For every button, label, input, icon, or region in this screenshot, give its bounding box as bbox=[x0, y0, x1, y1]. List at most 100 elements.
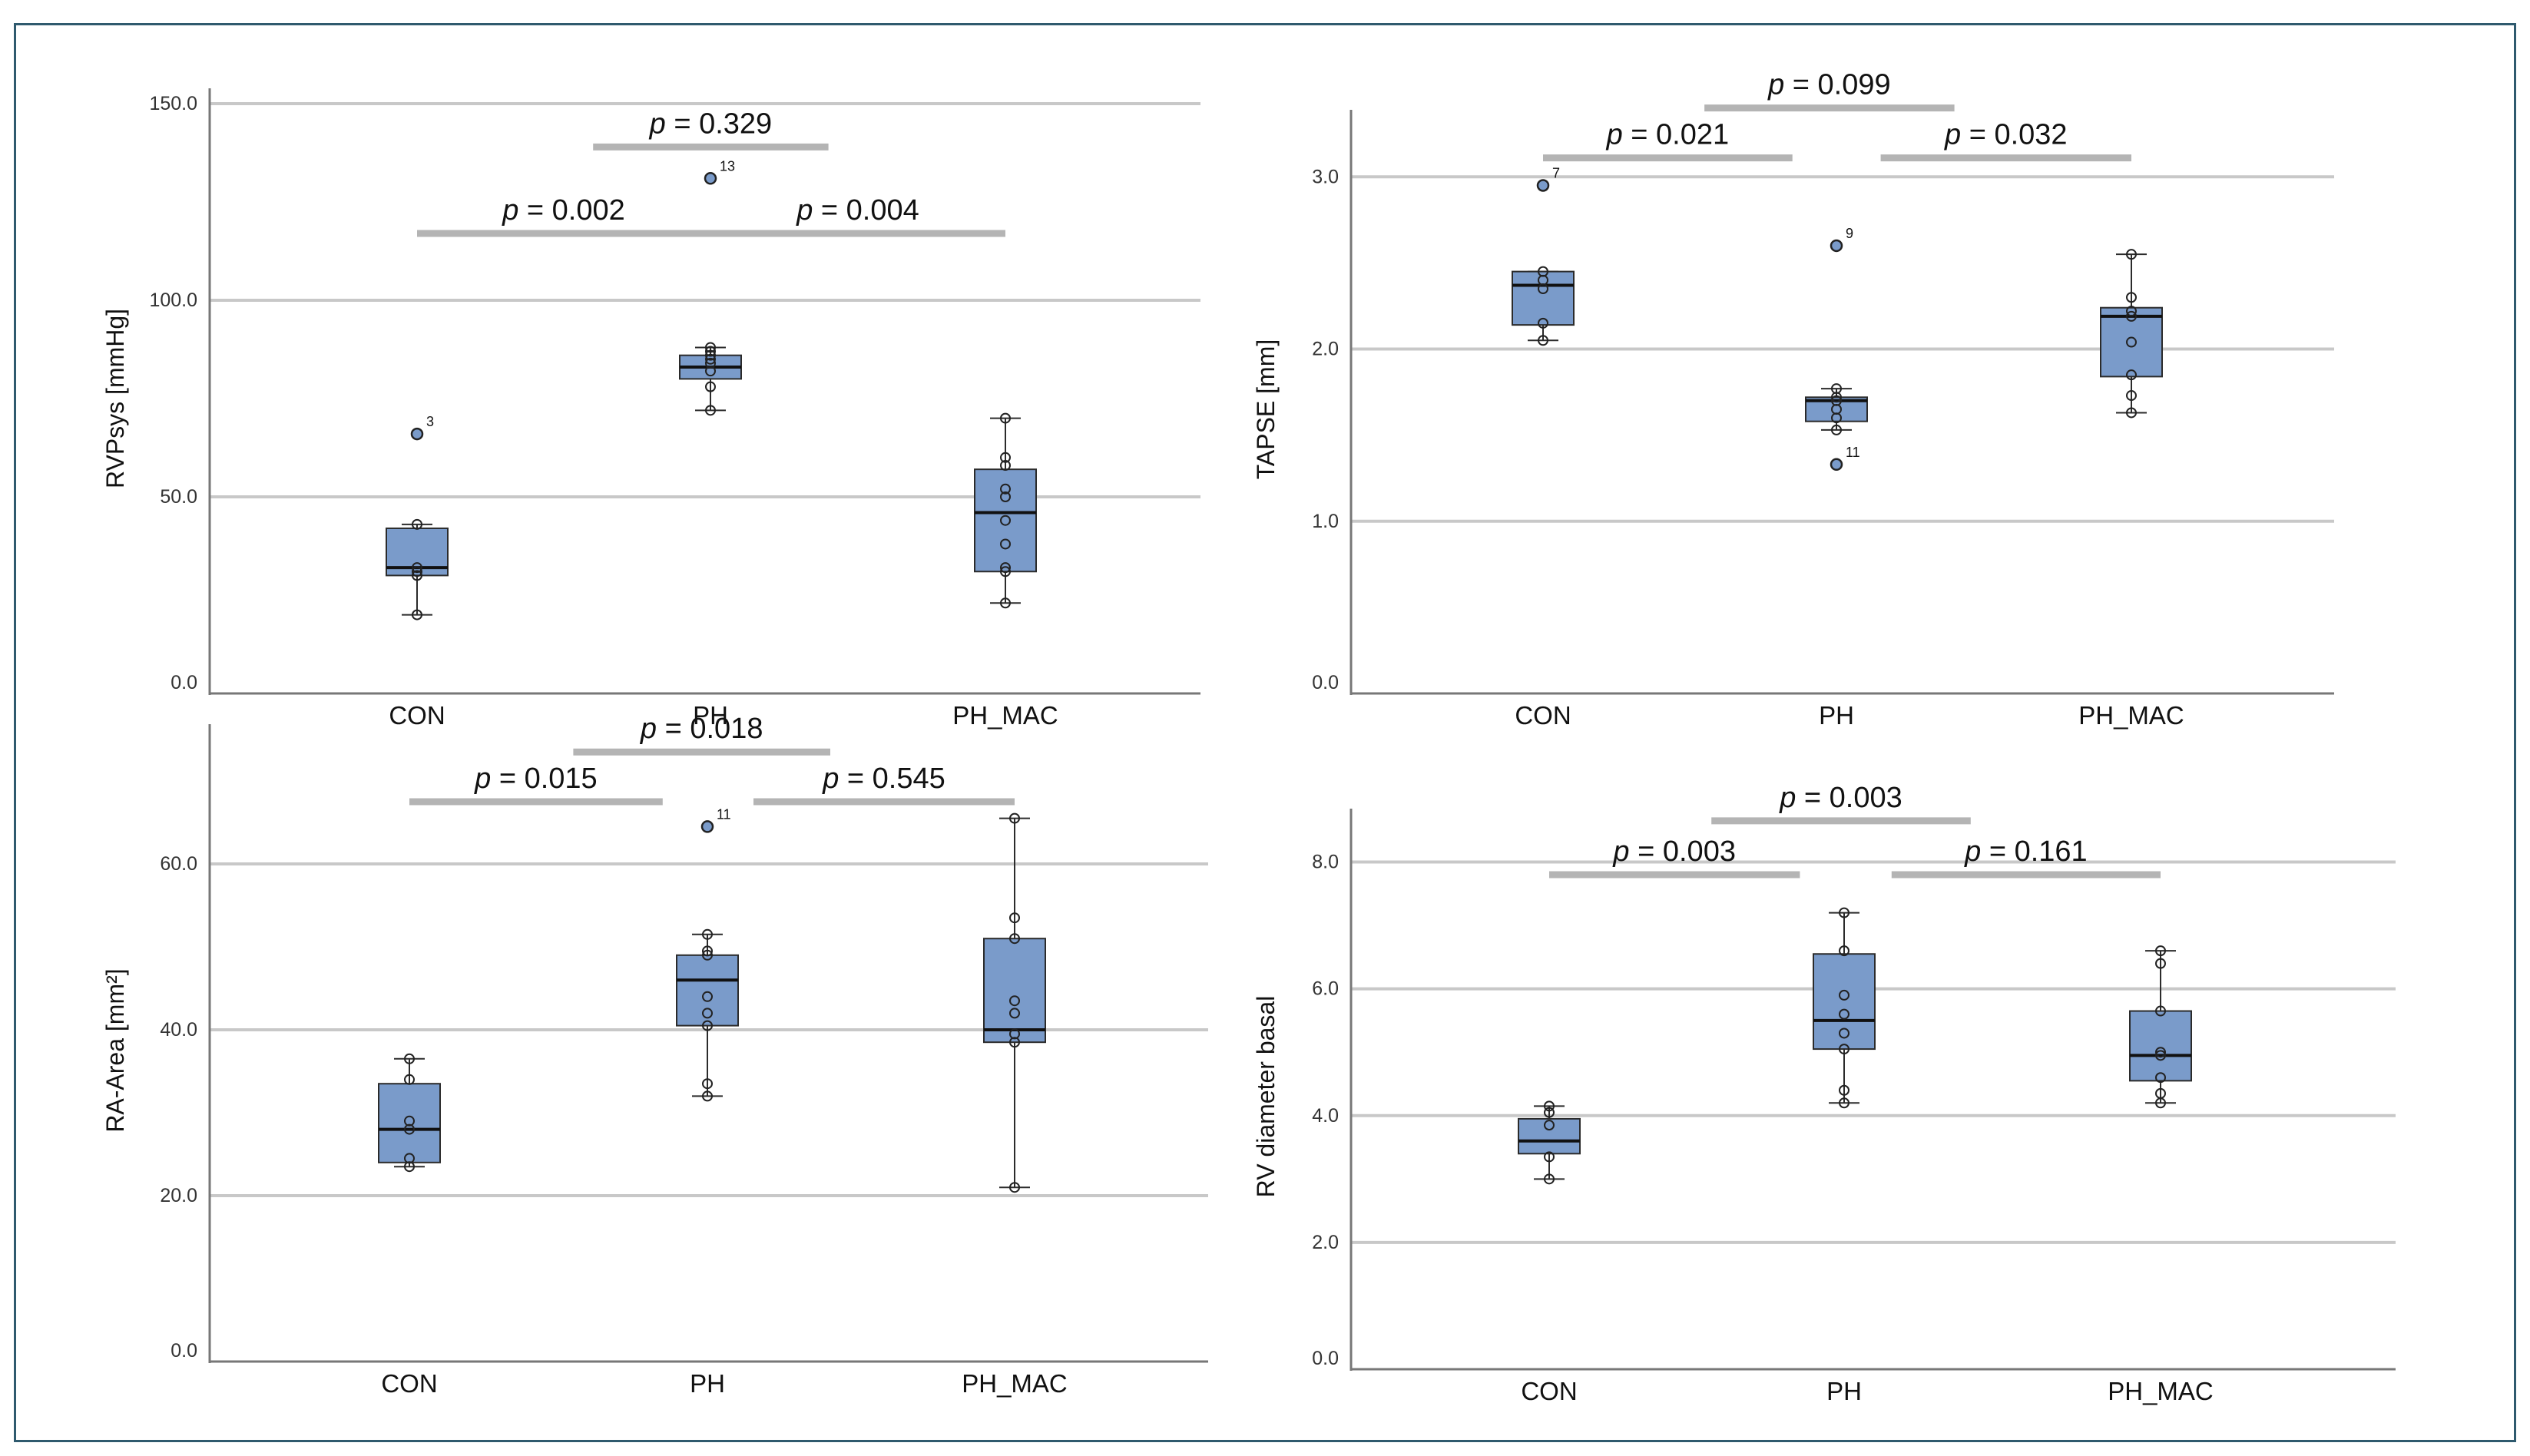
data-point bbox=[1000, 562, 1011, 574]
y-tick-label: 6.0 bbox=[1312, 978, 1339, 1000]
data-point bbox=[2155, 945, 2166, 957]
data-point bbox=[412, 562, 422, 574]
outlier-label: 13 bbox=[720, 158, 735, 174]
p-symbol: p bbox=[474, 763, 491, 795]
data-point bbox=[1839, 1044, 1849, 1055]
p-value-text: = 0.329 bbox=[666, 108, 772, 140]
p-value-label: p = 0.329 bbox=[649, 108, 773, 140]
box-iqr bbox=[1813, 953, 1876, 1051]
p-value-label: p = 0.021 bbox=[1606, 119, 1730, 151]
p-symbol: p bbox=[822, 763, 839, 795]
data-point bbox=[1000, 412, 1011, 424]
data-point bbox=[1831, 424, 1842, 435]
data-point bbox=[2155, 1087, 2166, 1099]
data-point bbox=[2126, 407, 2137, 419]
data-point bbox=[412, 570, 422, 581]
data-point bbox=[2126, 306, 2137, 317]
data-point bbox=[404, 1123, 415, 1135]
data-point bbox=[1000, 566, 1011, 577]
outlier-point bbox=[1830, 458, 1843, 472]
p-value-label: p = 0.018 bbox=[640, 713, 763, 745]
data-point bbox=[412, 609, 422, 620]
p-symbol: p bbox=[1612, 836, 1629, 868]
p-symbol: p bbox=[1944, 119, 1961, 151]
y-tick-label: 2.0 bbox=[1312, 339, 1339, 360]
data-point bbox=[404, 1053, 415, 1064]
p-symbol: p bbox=[796, 194, 813, 227]
box-iqr bbox=[378, 1083, 441, 1163]
y-tick-label: 3.0 bbox=[1312, 166, 1339, 187]
data-point bbox=[412, 566, 422, 577]
data-point bbox=[1839, 1097, 1849, 1109]
data-point bbox=[705, 357, 716, 369]
x-category-label: PH_MAC bbox=[2078, 701, 2184, 730]
data-point bbox=[1839, 1027, 1849, 1039]
p-value-label: p = 0.015 bbox=[474, 763, 598, 795]
y-tick-label: 0.0 bbox=[171, 672, 197, 693]
x-category-label: PH bbox=[1826, 1377, 1862, 1405]
p-symbol: p bbox=[649, 108, 666, 140]
p-value-label: p = 0.003 bbox=[1779, 782, 1902, 814]
x-category-label: PH bbox=[693, 701, 728, 730]
y-tick-label: 1.0 bbox=[1312, 511, 1339, 532]
data-point bbox=[1009, 1028, 1020, 1040]
p-value-label: p = 0.161 bbox=[1964, 836, 2088, 868]
y-tick-label: 8.0 bbox=[1312, 852, 1339, 873]
data-point bbox=[702, 949, 713, 961]
p-value-label: p = 0.003 bbox=[1612, 836, 1736, 868]
data-point bbox=[1544, 1107, 1555, 1118]
outlier-label: 9 bbox=[1846, 226, 1853, 241]
box-iqr bbox=[1512, 270, 1575, 326]
x-category-label: CON bbox=[1515, 701, 1571, 730]
tapse-panel: 0.0 1.0 2.0 3.0 TAPSE [mm] CON PH PH_MAC p = 0.0… bbox=[1243, 33, 2396, 740]
box-iqr bbox=[2100, 306, 2163, 378]
data-point bbox=[404, 1153, 415, 1164]
data-point bbox=[1839, 989, 1849, 1001]
p-value-label: p = 0.004 bbox=[796, 194, 919, 227]
figure-frame: 0.0 50.0 100.0 150.0 RVPsys [mmHg] CON PH PH_MA… bbox=[14, 23, 2516, 1442]
data-point bbox=[705, 405, 716, 416]
data-point bbox=[1009, 1182, 1020, 1193]
data-point bbox=[1839, 1084, 1849, 1096]
outlier-label: 11 bbox=[717, 806, 731, 822]
data-point bbox=[404, 1161, 415, 1173]
data-point bbox=[1544, 1173, 1555, 1185]
y-tick-label: 0.0 bbox=[1312, 1348, 1339, 1369]
box-iqr bbox=[2129, 1010, 2192, 1082]
y-tick-label: 50.0 bbox=[160, 486, 197, 508]
outlier-point bbox=[410, 427, 424, 441]
data-point bbox=[2126, 249, 2137, 260]
x-category-label: PH bbox=[690, 1369, 725, 1398]
y-axis-title: RVPsys [mmHg] bbox=[101, 309, 129, 488]
data-point bbox=[1544, 1100, 1555, 1112]
p-symbol: p bbox=[640, 713, 657, 745]
p-symbol: p bbox=[502, 194, 518, 227]
data-point bbox=[2155, 958, 2166, 969]
data-point bbox=[1839, 1008, 1849, 1020]
box-iqr bbox=[983, 938, 1046, 1044]
p-value-text: = 0.099 bbox=[1784, 69, 1890, 101]
p-value-text: = 0.004 bbox=[813, 194, 919, 227]
data-point bbox=[412, 518, 422, 530]
p-value-text: = 0.003 bbox=[1796, 782, 1902, 814]
p-value-label: p = 0.032 bbox=[1944, 119, 2068, 151]
data-point bbox=[1538, 335, 1548, 346]
data-point bbox=[702, 1078, 713, 1090]
data-point bbox=[705, 366, 716, 377]
ra-area-panel: 0.0 20.0 40.0 60.0 RA-Area [mm²] CON PH PH_MAC p… bbox=[87, 686, 1239, 1415]
outlier-label: 7 bbox=[1552, 165, 1560, 180]
data-point bbox=[702, 991, 713, 1002]
data-point bbox=[1544, 1120, 1555, 1131]
data-point bbox=[2126, 390, 2137, 402]
tapse-chart: 0.0 1.0 2.0 3.0 TAPSE [mm] CON PH PH_MAC p = 0.0… bbox=[1252, 69, 2334, 730]
rv-diameter-panel: 0.0 2.0 4.0 6.0 8.0 RV diameter basal CON PH PH_… bbox=[1243, 763, 2488, 1415]
data-point bbox=[705, 342, 716, 353]
y-tick-label: 0.0 bbox=[1312, 672, 1339, 693]
y-tick-label: 100.0 bbox=[149, 290, 197, 311]
p-value-label: p = 0.002 bbox=[502, 194, 625, 227]
data-point bbox=[2126, 310, 2137, 322]
box-iqr bbox=[1518, 1117, 1581, 1155]
data-point bbox=[1000, 515, 1011, 526]
data-point bbox=[702, 945, 713, 957]
data-point bbox=[1000, 483, 1011, 495]
